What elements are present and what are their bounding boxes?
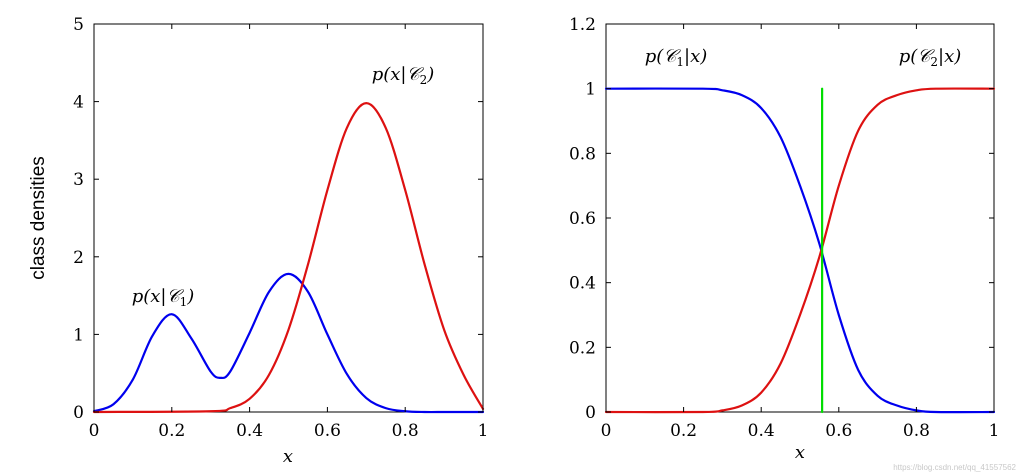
right-series-p-c1-x--line <box>604 87 996 414</box>
right-curves <box>604 87 996 414</box>
right-ytick-label: 0.2 <box>569 338 596 358</box>
right-xtick-label: 0 <box>601 421 612 441</box>
left-ticks <box>93 23 484 413</box>
left-ytick-label: 3 <box>73 170 84 190</box>
left-ytick-label: 5 <box>73 15 84 35</box>
left-x-axis-label: x <box>283 446 293 467</box>
left-xtick-label: 1 <box>478 421 489 441</box>
left-plot-frame <box>93 23 484 413</box>
right-ticks <box>605 23 995 413</box>
right-ytick-label: 0.4 <box>569 274 596 294</box>
watermark: https://blog.csdn.net/qq_41557562 <box>893 463 1016 472</box>
annotation-p-c2-given-x: p(𝒞2|x) <box>899 46 962 69</box>
left-ytick-label: 2 <box>73 248 84 268</box>
right-xtick-label: 1 <box>989 421 1000 441</box>
right-x-axis-label: x <box>795 442 805 463</box>
left-ytick-label: 4 <box>73 93 84 113</box>
left-xtick-label: 0 <box>89 421 100 441</box>
right-ytick-label: 0.8 <box>569 144 596 164</box>
left-xtick-label: 0.6 <box>314 421 341 441</box>
annotation-p-x-given-c2: p(x|𝒞2) <box>372 64 435 87</box>
right-xtick-label: 0.4 <box>748 421 775 441</box>
right-xtick-label: 0.6 <box>825 421 852 441</box>
right-plot-frame <box>605 23 995 413</box>
right-series-p-c2-x--line <box>604 87 996 414</box>
annotation-p-x-given-c1: p(x|𝒞1) <box>132 286 195 309</box>
density-chart: 0 0.2 0.4 0.6 0.8 1 0 1 2 3 4 5 x class densities p… <box>28 15 488 467</box>
right-ytick-label: 0.6 <box>569 209 596 229</box>
left-series-p-x-c2--line <box>92 102 485 414</box>
annotation-p-c1-given-x: p(𝒞1|x) <box>645 46 708 69</box>
right-ytick-label: 1.2 <box>569 15 596 35</box>
posterior-chart: 0 0.2 0.4 0.6 0.8 1 0 0.2 0.4 0.6 0.8 1 1.2 x p(𝒞1|x… <box>569 15 999 463</box>
left-tick-labels: 0 0.2 0.4 0.6 0.8 1 0 1 2 3 4 5 <box>73 15 488 441</box>
right-xtick-label: 0.2 <box>670 421 697 441</box>
right-tick-labels: 0 0.2 0.4 0.6 0.8 1 0 0.2 0.4 0.6 0.8 1 1.2 <box>569 15 999 441</box>
left-ytick-label: 1 <box>73 325 84 345</box>
left-xtick-label: 0.8 <box>392 421 419 441</box>
left-series-p-x-c1--line <box>92 272 485 414</box>
left-ytick-label: 0 <box>73 403 84 423</box>
right-ytick-label: 1 <box>585 80 596 100</box>
left-curves <box>92 102 485 414</box>
right-xtick-label: 0.8 <box>903 421 930 441</box>
left-xtick-label: 0.2 <box>158 421 185 441</box>
right-ytick-label: 0 <box>585 403 596 423</box>
left-y-axis-label: class densities <box>28 156 49 280</box>
left-xtick-label: 0.4 <box>236 421 263 441</box>
